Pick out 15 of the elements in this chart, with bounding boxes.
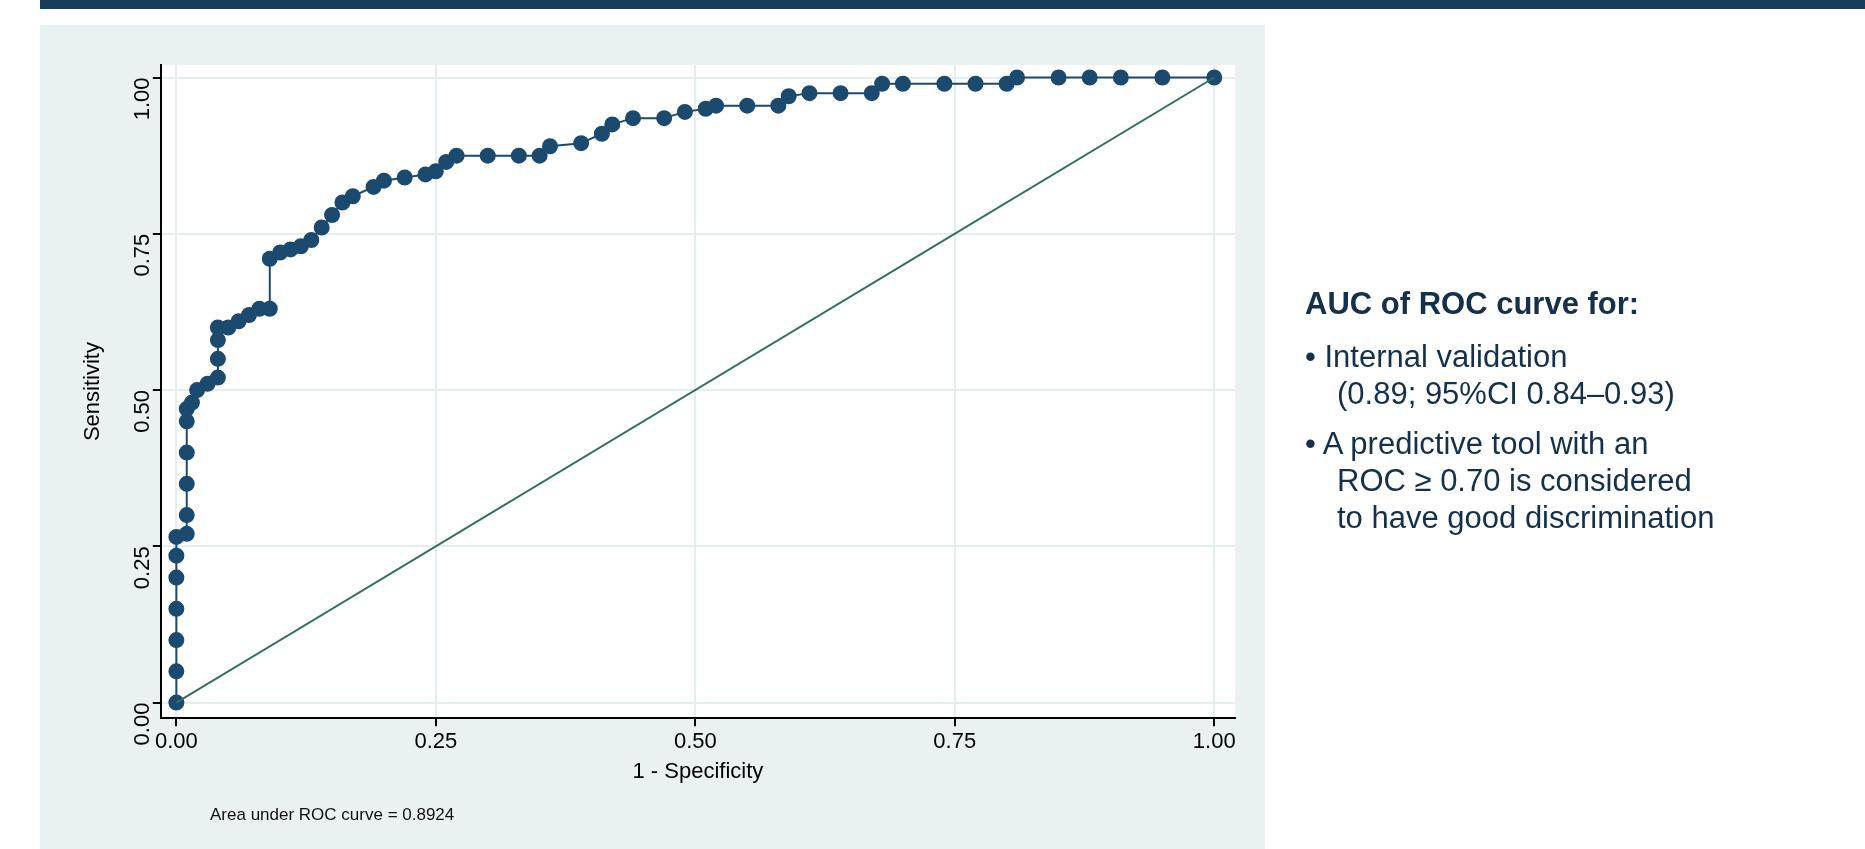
x-tick-label: 0.75 [933, 728, 977, 754]
x-tick-label: 0.00 [154, 728, 198, 754]
text: AUC of ROC curve for: [1305, 285, 1641, 323]
y-tick-label: 0.25 [128, 546, 154, 590]
x-tick-label: 0.50 [673, 728, 717, 754]
text: • A predictive tool with an ROC ≥ 0.70 is considered to have good discrimination [1305, 424, 1716, 537]
y-tick-label: 0.75 [128, 233, 154, 277]
text: Area under ROC curve = 0.8924 [210, 805, 455, 825]
text: • Internal validation (0.89; 95%CI 0.84–0.93) [1305, 338, 1676, 413]
y-axis-title: Sensitivity [79, 342, 105, 442]
x-tick-label: 1.00 [1192, 728, 1236, 754]
y-tick-label: 0.50 [128, 390, 154, 433]
y-tick-label: 1.00 [128, 77, 154, 121]
x-axis-title: 1 - Specificity [632, 757, 764, 783]
x-tick-label: 0.25 [414, 728, 458, 754]
